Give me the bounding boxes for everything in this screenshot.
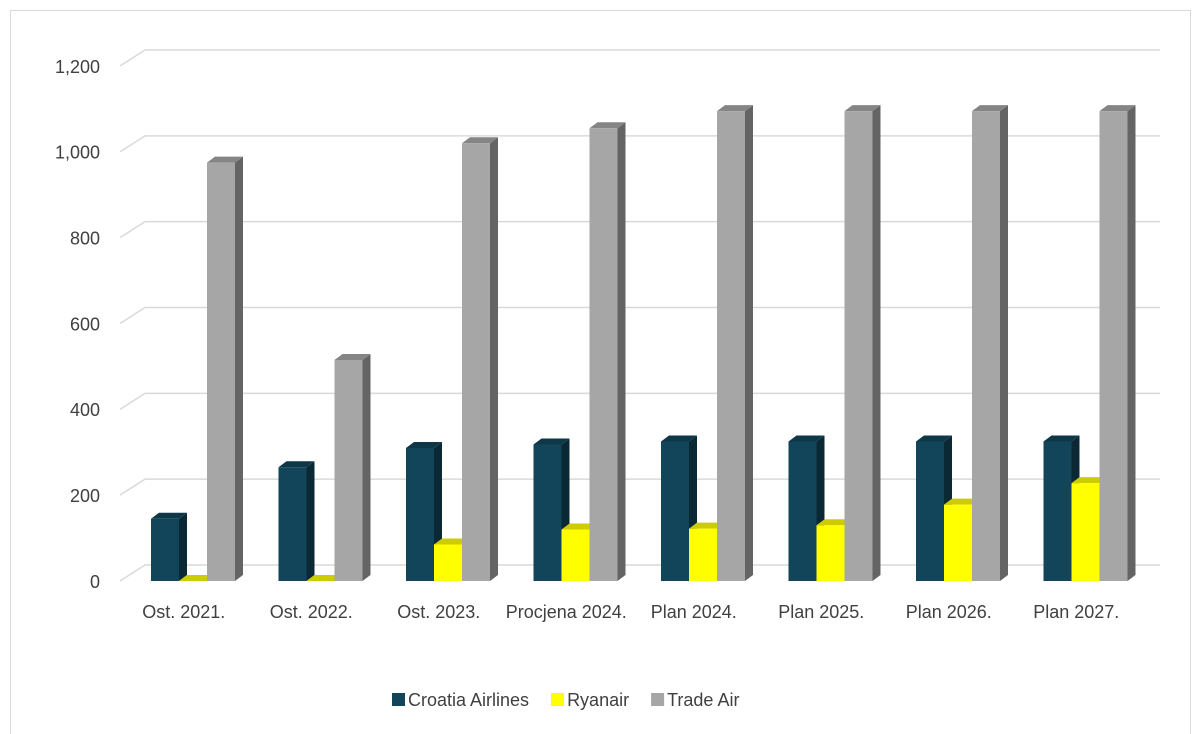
y-tick-label: 200	[70, 486, 100, 506]
bar-top	[406, 441, 442, 448]
x-tick-label: Procjena 2024.	[505, 602, 627, 622]
bar-top	[533, 438, 570, 445]
y-tick-label: 600	[70, 314, 100, 334]
bar	[334, 353, 371, 581]
bar-front	[788, 441, 817, 581]
x-tick-label: Ost. 2023.	[397, 602, 481, 622]
bar-top	[151, 512, 187, 519]
bar	[589, 122, 626, 582]
bar	[1043, 435, 1080, 581]
grid-line	[119, 306, 1160, 325]
bar-top	[306, 575, 343, 581]
bar-top	[462, 137, 498, 144]
bar-top	[207, 156, 243, 163]
bar-side	[179, 512, 187, 581]
bar-side	[1000, 105, 1008, 581]
bar-front	[334, 359, 363, 581]
bar-front	[434, 544, 462, 581]
bar-front	[1071, 483, 1100, 581]
legend-label: Trade Air	[667, 690, 739, 710]
bar-top	[334, 353, 371, 360]
bar-side	[617, 122, 626, 582]
bar	[844, 105, 881, 581]
bar-side	[235, 156, 243, 581]
bar-front	[561, 529, 590, 581]
bar	[179, 575, 215, 581]
y-tick-label: 0	[90, 572, 100, 592]
bar-top	[434, 538, 470, 545]
legend-swatch	[551, 693, 565, 706]
bar-side	[872, 105, 881, 581]
bar-top	[1071, 477, 1108, 484]
bar-side	[362, 353, 371, 581]
bar-front	[1043, 441, 1072, 581]
x-tick-label: Plan 2027.	[1033, 602, 1120, 622]
bar-front	[151, 518, 179, 581]
bar-front	[462, 143, 490, 581]
legend-label: Ryanair	[567, 690, 629, 710]
bar-front	[661, 441, 689, 581]
bar-side	[745, 105, 753, 581]
bar-top	[717, 105, 753, 112]
bar-top	[179, 575, 215, 581]
bar	[306, 575, 343, 581]
bar-side	[490, 137, 498, 581]
x-tick-label: Ost. 2022.	[269, 602, 353, 622]
bar-front	[972, 111, 1000, 581]
y-tick-label: 800	[70, 228, 100, 248]
grid-line	[119, 220, 1160, 239]
bar	[151, 512, 187, 581]
bar-front	[278, 467, 307, 581]
bar-top	[589, 122, 626, 129]
y-tick-label: 400	[70, 400, 100, 420]
bar-top	[278, 461, 315, 468]
x-tick-label: Ost. 2021.	[142, 602, 226, 622]
grid-line	[119, 135, 1160, 153]
bar-top	[944, 498, 980, 505]
bar-front	[689, 528, 717, 581]
grid-line	[119, 49, 1160, 67]
bar	[717, 105, 753, 581]
bar-front	[944, 504, 972, 581]
bar	[207, 156, 243, 581]
bar-front	[406, 447, 434, 581]
bar-side	[306, 461, 315, 581]
bar-side	[1127, 105, 1136, 581]
x-tick-label: Plan 2024.	[650, 602, 737, 622]
bar-top	[661, 435, 697, 442]
legend-swatch	[651, 693, 665, 706]
bar-top	[1043, 435, 1080, 442]
bar-front	[717, 111, 745, 581]
bar	[972, 105, 1008, 581]
bar-front	[1099, 111, 1128, 581]
bar-top	[916, 435, 952, 442]
bar-top	[972, 105, 1008, 112]
bar-front	[207, 162, 235, 581]
y-tick-label: 1,000	[55, 143, 100, 163]
bar-top	[816, 519, 853, 526]
y-tick-label: 1,200	[55, 57, 100, 77]
legend-swatch	[392, 693, 405, 706]
x-tick-label: Plan 2025.	[778, 602, 865, 622]
bar-front	[533, 444, 562, 581]
bar-top	[1099, 105, 1136, 112]
legend-label: Croatia Airlines	[408, 690, 529, 710]
bar-top	[844, 105, 881, 112]
x-tick-label: Plan 2026.	[905, 602, 992, 622]
bar	[278, 461, 315, 581]
bar-front	[816, 525, 845, 581]
bar-front	[916, 441, 944, 581]
bar-front	[589, 128, 618, 581]
grid-line	[119, 392, 1160, 410]
bar	[462, 137, 498, 581]
bar-top	[689, 522, 725, 529]
bar-front	[844, 111, 873, 581]
bar-top	[561, 523, 598, 530]
bar-top	[788, 435, 825, 442]
chart-border	[10, 10, 1191, 734]
bar	[1099, 105, 1136, 581]
